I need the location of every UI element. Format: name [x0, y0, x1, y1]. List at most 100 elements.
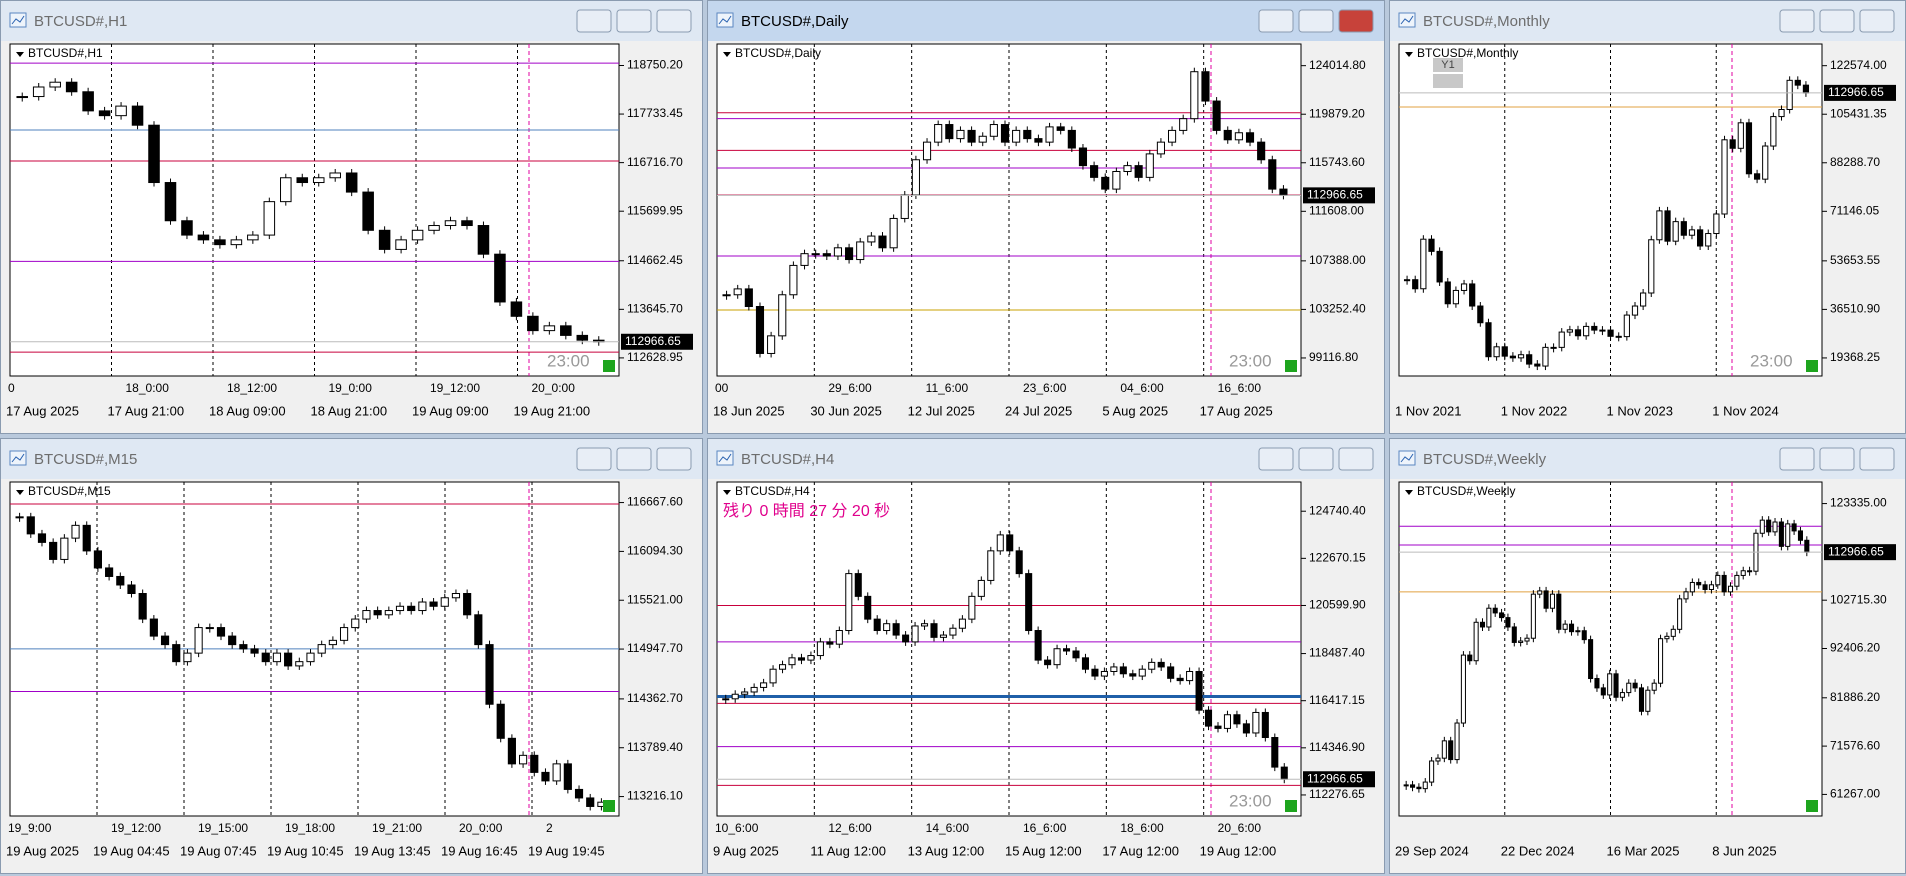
candle-body: [1460, 283, 1468, 291]
candle-body: [911, 625, 919, 643]
candle-body: [1526, 354, 1533, 365]
minimize-button[interactable]: [1258, 447, 1294, 471]
candle-body: [1252, 711, 1260, 734]
candle-body: [1167, 129, 1177, 143]
bid-label: 112966.65: [1828, 544, 1884, 558]
candle-body: [1448, 740, 1454, 761]
candle-body: [800, 253, 809, 266]
candle-body: [978, 135, 987, 143]
period-button[interactable]: [1433, 58, 1463, 72]
maximize-button[interactable]: [616, 447, 652, 471]
candle-body: [807, 655, 815, 661]
candle-body: [1223, 129, 1232, 141]
date-label: 1 Nov 2023: [1607, 403, 1674, 418]
time-label: 14_6:00: [926, 821, 970, 835]
candle-body: [1201, 71, 1210, 102]
maximize-button[interactable]: [1819, 447, 1855, 471]
candle-body: [1053, 648, 1061, 666]
trade-indicator: [1806, 800, 1818, 812]
bid-label: 112966.65: [1828, 85, 1884, 99]
minimize-button[interactable]: [576, 447, 612, 471]
candle-body: [82, 91, 94, 112]
candle-body: [833, 247, 843, 257]
chart-window[interactable]: BTCUSD#,Weekly 123335.00 102715.30 92406.20…: [1389, 438, 1906, 874]
chart-window[interactable]: BTCUSD#,Daily 124014.80 119879.20 115743.60…: [707, 0, 1385, 434]
candle-body: [1648, 239, 1655, 294]
candle-body: [1568, 623, 1575, 633]
candle-body: [239, 644, 248, 650]
window-title: BTCUSD#,Daily: [741, 13, 849, 30]
candle-body: [272, 652, 282, 663]
candle-body: [428, 225, 440, 231]
candle-body: [1708, 584, 1714, 590]
maximize-button[interactable]: [1819, 9, 1855, 33]
chart-window[interactable]: BTCUSD#,H4 124740.40 122670.15 120599.90 118…: [707, 438, 1385, 874]
chart-window[interactable]: BTCUSD#,H1 118750.20 117733.45 116716.70 115…: [0, 0, 703, 434]
candle-body: [1138, 668, 1146, 677]
candle-body: [967, 129, 976, 143]
scroll-buttons[interactable]: [1433, 74, 1463, 88]
candle-body: [977, 579, 985, 597]
candle-body: [574, 788, 584, 799]
candle-body: [1729, 139, 1736, 149]
candle-body: [1134, 165, 1143, 178]
minimize-button[interactable]: [576, 9, 612, 33]
maximize-button[interactable]: [1298, 447, 1334, 471]
candle-body: [778, 294, 787, 337]
candle-body: [149, 618, 158, 637]
candle-body: [474, 614, 483, 646]
candle-body: [115, 105, 127, 117]
candle-body: [1689, 581, 1695, 593]
candle-body: [116, 575, 125, 586]
trade-indicator: [603, 800, 615, 812]
candle-body: [1575, 630, 1581, 633]
candle-body: [1638, 687, 1645, 712]
maximize-button[interactable]: [1298, 9, 1334, 33]
close-button[interactable]: [1338, 9, 1374, 33]
candle-body: [164, 182, 177, 222]
candle-body: [1435, 757, 1441, 762]
candle-body: [1677, 598, 1683, 630]
candle-body: [722, 698, 730, 701]
bid-label-box: [1303, 771, 1375, 788]
candle-body: [1257, 141, 1266, 161]
candle-body: [1574, 329, 1582, 337]
price-label: 99116.80: [1309, 350, 1358, 364]
minimize-button[interactable]: [1779, 9, 1815, 33]
price-label: 53653.55: [1830, 253, 1880, 267]
candle-body: [883, 623, 891, 632]
chart-window[interactable]: BTCUSD#,M15 116667.60 116094.30 115521.00 11…: [0, 438, 703, 874]
close-button[interactable]: [1859, 9, 1895, 33]
date-label: 19 Aug 2025: [6, 843, 79, 858]
candle-body: [1156, 141, 1165, 155]
close-button[interactable]: [656, 447, 692, 471]
candle-body: [444, 220, 457, 227]
close-button[interactable]: [656, 9, 692, 33]
candle-body: [496, 703, 505, 739]
trade-indicator: [1285, 360, 1297, 372]
candle-body: [1245, 132, 1255, 143]
menu-arrow: [1405, 490, 1413, 495]
minimize-button[interactable]: [1258, 9, 1294, 33]
candle-body: [854, 573, 862, 597]
candle-body: [1000, 124, 1010, 143]
price-label: 114346.90: [1309, 740, 1365, 754]
maximize-button[interactable]: [616, 9, 652, 33]
price-label: 107388.00: [1309, 253, 1366, 267]
close-button[interactable]: [1859, 447, 1895, 471]
chart-window[interactable]: BTCUSD#,Monthly 122574.00 105431.35 88288.7…: [1389, 0, 1906, 434]
minimize-button[interactable]: [1779, 447, 1815, 471]
price-label: 122670.15: [1309, 551, 1366, 565]
price-label: 120599.90: [1309, 598, 1366, 612]
close-button[interactable]: [1338, 447, 1374, 471]
candle-body: [1067, 129, 1076, 149]
candle-body: [411, 229, 424, 241]
candle-body: [731, 693, 739, 700]
candle-body: [1195, 670, 1203, 711]
candle-body: [811, 253, 820, 256]
candle-body: [1012, 129, 1021, 143]
date-label: 17 Aug 2025: [6, 403, 79, 418]
candle-body: [733, 288, 742, 296]
candle-body: [1530, 593, 1536, 639]
